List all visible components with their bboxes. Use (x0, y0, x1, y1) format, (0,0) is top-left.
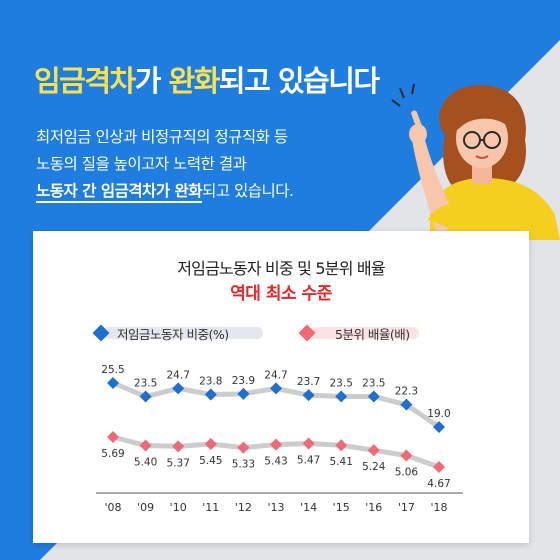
x-tick-label: '13 (267, 501, 284, 514)
series-2-point (302, 437, 315, 450)
headline-text-2: 되고 있습니다 (218, 64, 380, 98)
series-2-data-label: 5.69 (101, 448, 124, 460)
series-1-point (172, 382, 185, 395)
description-line-3: 노동자 간 임금격차가 완화되고 있습니다. (36, 178, 294, 205)
series-1-data-label: 24.7 (167, 369, 190, 381)
line-chart: 25.5 23.5 24.7 23.8 23.9 24.7 23.7 23.5 23.5 22.3… (96, 364, 463, 514)
chart-card: 저임금노동자 비중 및 5분위 배율 역대 최소 수준 저임금노동자 비중(%)… (33, 231, 529, 543)
series-1-data-label: 25.5 (101, 364, 124, 376)
headline-highlight-1: 임금격차 (34, 64, 136, 98)
series-2-data-label: 5.47 (297, 454, 320, 466)
series-2-data-label: 4.67 (427, 478, 450, 490)
description: 최저임금 인상과 비정규직의 정규직화 등 노동의 질을 높이고자 노력한 결과… (36, 124, 294, 205)
x-tick-label: '15 (333, 501, 350, 514)
series-2-data-label: 5.43 (264, 456, 287, 468)
description-line-2: 노동의 질을 높이고자 노력한 결과 (36, 155, 247, 173)
x-tick-label: '16 (365, 501, 382, 514)
headline: 임금격차가 완화되고 있습니다 (34, 58, 380, 100)
description-line-1: 최저임금 인상과 비정규직의 정규직화 등 (36, 128, 288, 146)
series-1-data-label: 23.5 (330, 378, 353, 390)
x-tick-label: '14 (300, 501, 317, 514)
legend-series-2-bar (309, 327, 419, 339)
series-2-data-label: 5.41 (330, 456, 353, 468)
series-2-data-label: 5.45 (199, 455, 222, 467)
series-2-data-label: 5.06 (395, 467, 419, 479)
x-tick-label: '09 (137, 501, 154, 514)
series-2-data-label: 5.37 (167, 457, 190, 469)
series-1-point (400, 398, 413, 411)
series-1-data-label: 23.5 (134, 378, 157, 390)
chart-subtitle: 역대 최소 수준 (230, 284, 332, 304)
series-1-point (107, 377, 119, 389)
legend-series-1-bar (103, 327, 263, 339)
series-2-point (433, 461, 445, 473)
description-line-3-rest: 되고 있습니다. (202, 182, 294, 200)
series-2-point (107, 431, 119, 443)
series-2-point (237, 441, 250, 454)
x-tick-label: '11 (202, 501, 219, 514)
x-tick-label: '10 (170, 501, 187, 514)
series-2-data-label: 5.40 (134, 457, 157, 469)
series-2-point (335, 439, 348, 452)
series-1-point (367, 390, 380, 403)
series-1-point (433, 421, 445, 433)
series-2-point (204, 438, 217, 451)
series-1-data-label: 24.7 (264, 369, 287, 381)
series-2-point (400, 449, 413, 462)
series-1-point (302, 389, 315, 402)
chart-title: 저임금노동자 비중 및 5분위 배율 (177, 259, 385, 278)
series-2-point (139, 439, 152, 452)
series-2-point (172, 440, 185, 453)
series-1-data-label: 23.9 (232, 375, 255, 387)
description-emphasis: 노동자 간 임금격차가 완화 (36, 182, 203, 203)
series-2-data-label: 5.24 (362, 461, 386, 473)
series-2-data-label: 5.33 (232, 459, 255, 471)
x-tick-label: '08 (104, 501, 121, 514)
series-1-data-label: 19.0 (427, 408, 450, 420)
series-1-data-label: 22.3 (395, 386, 418, 398)
x-tick-label: '17 (398, 501, 415, 514)
series-1-point (204, 388, 217, 401)
series-1-point (335, 390, 348, 403)
legend-series-2: 5분위 배율(배) (298, 323, 419, 343)
series-1-point (237, 387, 250, 400)
series-2-point (270, 438, 282, 451)
x-tick-label: '12 (235, 501, 252, 514)
legend-series-2-label: 5분위 배율(배) (335, 326, 410, 342)
series-1-point (139, 390, 152, 403)
x-tick-label: '18 (430, 501, 447, 514)
series-1-data-label: 23.5 (362, 378, 385, 390)
headline-highlight-2: 완화 (168, 64, 221, 98)
legend-series-1-label: 저임금노동자 비중(%) (117, 326, 229, 342)
woman-illustration (391, 83, 560, 240)
series-1-data-label: 23.8 (199, 376, 222, 388)
legend-series-1: 저임금노동자 비중(%) (92, 323, 263, 343)
series-2-point (367, 444, 380, 457)
series-1-data-label: 23.7 (297, 376, 320, 388)
series-1-point (270, 382, 282, 395)
headline-text-1: 가 (134, 64, 169, 98)
